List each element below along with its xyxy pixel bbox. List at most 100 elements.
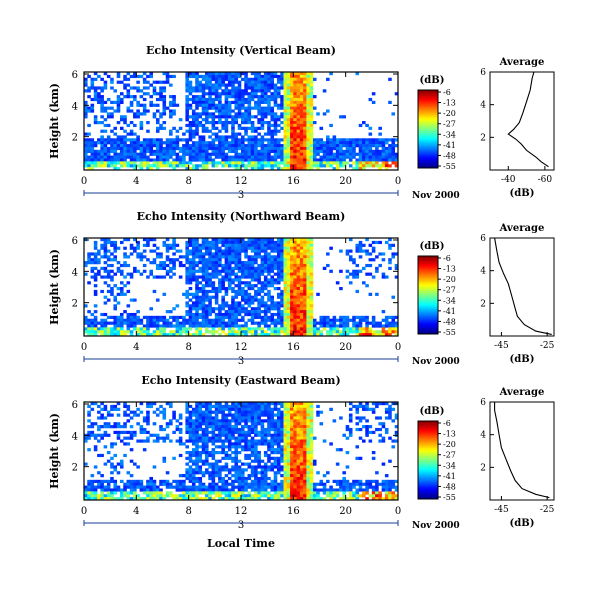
y-tick-label: 6: [72, 236, 78, 247]
average-y-tick-label: 2: [480, 133, 486, 143]
y-tick-label: 6: [72, 400, 78, 411]
x-tick-label: 4: [133, 506, 139, 517]
average-x-tick-label: -40: [501, 175, 516, 185]
average-title: Average: [499, 387, 545, 398]
colorbar-tick-label: -6: [443, 88, 451, 97]
colorbar-tick-label: -55: [443, 328, 456, 337]
month-year-label: Nov 2000: [412, 191, 460, 201]
x-tick-label: 0: [81, 176, 87, 187]
colorbar-tick-label: -20: [443, 440, 456, 449]
average-x-label: (dB): [510, 518, 535, 529]
y-tick-label: 2: [72, 463, 78, 474]
colorbar-frame: [417, 420, 439, 500]
average-frame: [489, 401, 555, 501]
average-x-tick-label: -60: [538, 175, 553, 185]
average-y-tick-label: 6: [480, 234, 486, 244]
average-y-tick-label: 2: [480, 463, 486, 473]
panel-title: Echo Intensity (Vertical Beam): [146, 44, 336, 57]
y-tick-label: 4: [72, 267, 78, 278]
month-year-label: Nov 2000: [412, 521, 460, 531]
colorbar: [418, 256, 438, 335]
x-tick-label: 0: [395, 176, 401, 187]
average-profile-line: [507, 71, 549, 168]
colorbar-tick-label: -20: [443, 275, 456, 284]
x-axis-label: Local Time: [207, 537, 275, 550]
average-y-tick-label: 6: [480, 68, 486, 78]
x-tick-label: 12: [235, 176, 248, 187]
colorbar-tick-label: -34: [443, 130, 456, 139]
x-tick-label: 8: [185, 506, 191, 517]
day-label: 3: [238, 190, 244, 201]
average-x-tick-label: -45: [494, 341, 509, 351]
average-x-label: (dB): [510, 354, 535, 365]
average-x-label: (dB): [510, 188, 535, 199]
average-x-tick-label: -25: [540, 341, 555, 351]
colorbar-unit-label: (dB): [420, 75, 445, 86]
x-tick-label: 4: [133, 176, 139, 187]
x-tick-label: 0: [81, 342, 87, 353]
average-profile-line: [494, 402, 550, 499]
panel-title: Echo Intensity (Northward Beam): [137, 210, 346, 223]
average-x-tick-label: -45: [494, 505, 509, 515]
colorbar-tick-label: -6: [443, 254, 451, 263]
colorbar-tick-label: -13: [443, 265, 456, 274]
x-tick-label: 0: [395, 342, 401, 353]
colorbar-tick-label: -27: [443, 120, 456, 129]
colorbar-frame: [417, 255, 439, 335]
x-tick-label: 8: [185, 176, 191, 187]
colorbar-tick-label: -48: [443, 151, 456, 160]
heatmap-cells: [84, 402, 398, 500]
month-year-label: Nov 2000: [412, 357, 460, 367]
y-tick-label: 2: [72, 299, 78, 310]
colorbar-tick-label: -55: [443, 162, 456, 171]
average-y-tick-label: 4: [480, 431, 486, 441]
x-tick-label: 12: [235, 342, 248, 353]
colorbar-tick-label: -27: [443, 451, 456, 460]
colorbar-tick-label: -41: [443, 472, 456, 481]
average-y-tick-label: 4: [480, 267, 486, 277]
colorbar-tick-label: -6: [443, 419, 451, 428]
panel-title: Echo Intensity (Eastward Beam): [141, 374, 340, 387]
y-tick-label: 4: [72, 431, 78, 442]
x-tick-label: 20: [339, 506, 352, 517]
x-tick-label: 0: [81, 506, 87, 517]
day-label: 3: [238, 356, 244, 367]
y-axis-label: Height (km): [48, 83, 61, 159]
colorbar: [418, 90, 438, 169]
average-y-tick-label: 4: [480, 101, 486, 111]
heatmap-cells: [84, 238, 398, 336]
x-tick-label: 16: [287, 506, 300, 517]
colorbar-unit-label: (dB): [420, 241, 445, 252]
x-tick-label: 20: [339, 176, 352, 187]
x-tick-label: 12: [235, 506, 248, 517]
average-title: Average: [499, 223, 545, 234]
colorbar-frame: [417, 89, 439, 169]
average-frame: [489, 71, 555, 171]
colorbar-tick-label: -41: [443, 141, 456, 150]
colorbar-tick-label: -41: [443, 307, 456, 316]
colorbar-tick-label: -48: [443, 317, 456, 326]
y-tick-label: 2: [72, 133, 78, 144]
panel-1: Echo Intensity (Vertical Beam) 6 4 2 Height …: [48, 44, 555, 201]
x-tick-label: 16: [287, 342, 300, 353]
y-tick-label: 4: [72, 101, 78, 112]
panel-2: Echo Intensity (Northward Beam) 6 4 2 Height…: [48, 210, 555, 367]
x-tick-label: 0: [395, 506, 401, 517]
y-axis-label: Height (km): [48, 413, 61, 489]
x-tick-label: 4: [133, 342, 139, 353]
y-tick-label: 6: [72, 70, 78, 81]
panel-3: Echo Intensity (Eastward Beam) 6 4 2 Height …: [48, 374, 555, 550]
colorbar-tick-label: -13: [443, 430, 456, 439]
colorbar-tick-label: -27: [443, 286, 456, 295]
average-y-tick-label: 6: [480, 398, 486, 408]
colorbar-unit-label: (dB): [420, 406, 445, 417]
average-frame: [489, 237, 555, 337]
average-x-tick-label: -25: [540, 505, 555, 515]
colorbar-tick-label: -34: [443, 461, 456, 470]
average-profile-line: [494, 237, 552, 335]
colorbar-tick-label: -34: [443, 296, 456, 305]
colorbar-tick-label: -55: [443, 493, 456, 502]
day-label: 3: [238, 520, 244, 531]
colorbar-tick-label: -20: [443, 109, 456, 118]
